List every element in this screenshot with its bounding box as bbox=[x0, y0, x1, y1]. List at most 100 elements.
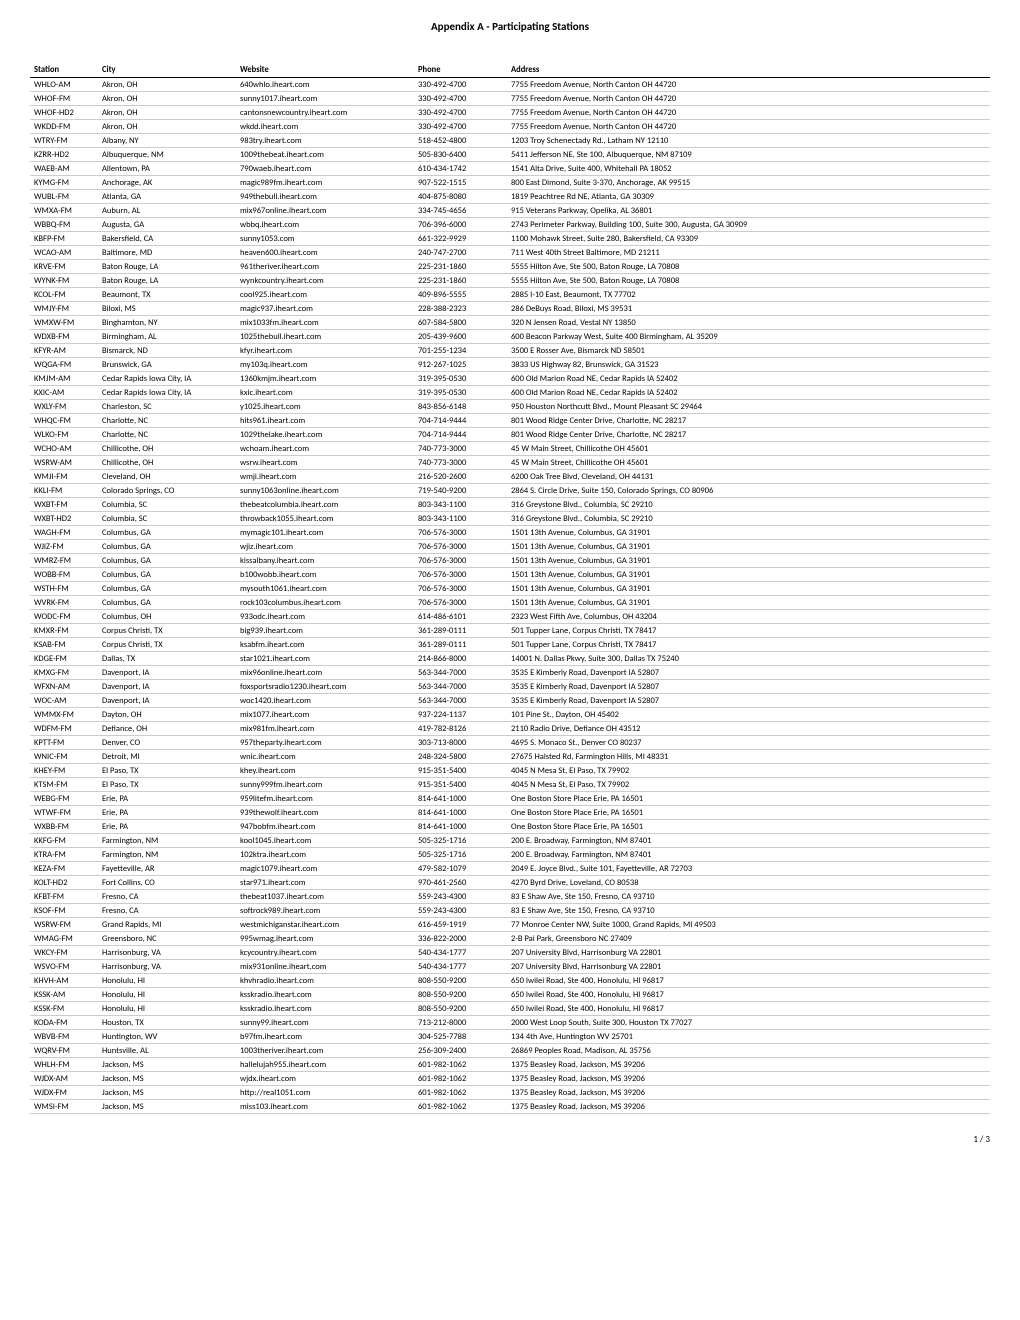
table-cell: 808-550-9200 bbox=[414, 988, 507, 1002]
table-cell: throwback1055.iheart.com bbox=[236, 512, 414, 526]
table-cell: 1501 13th Avenue, Columbus, GA 31901 bbox=[507, 596, 990, 610]
table-cell: KMJM-AM bbox=[30, 372, 98, 386]
table-cell: WDXB-FM bbox=[30, 330, 98, 344]
table-cell: Corpus Christi, TX bbox=[98, 624, 236, 638]
stations-table: Station City Website Phone Address WHLO-… bbox=[30, 63, 990, 1114]
table-cell: WQGA-FM bbox=[30, 358, 98, 372]
table-cell: 505-830-6400 bbox=[414, 148, 507, 162]
table-row: KSOF-FMFresno, CAsoftrock989.iheart.com5… bbox=[30, 904, 990, 918]
table-cell: http://real1051.com bbox=[236, 1086, 414, 1100]
table-row: WLKO-FMCharlotte, NC1029thelake.iheart.c… bbox=[30, 428, 990, 442]
table-cell: 933odc.iheart.com bbox=[236, 610, 414, 624]
table-row: KFBT-FMFresno, CAthebeat1037.iheart.com5… bbox=[30, 890, 990, 904]
table-cell: 995wmag.iheart.com bbox=[236, 932, 414, 946]
table-cell: 77 Monroe Center NW, Suite 1000, Grand R… bbox=[507, 918, 990, 932]
table-cell: 2-B Pai Park, Greensboro NC 27409 bbox=[507, 932, 990, 946]
table-cell: 915 Veterans Parkway, Opelika, AL 36801 bbox=[507, 204, 990, 218]
table-cell: mix1033fm.iheart.com bbox=[236, 316, 414, 330]
table-cell: Charlotte, NC bbox=[98, 428, 236, 442]
table-cell: heaven600.iheart.com bbox=[236, 246, 414, 260]
table-cell: WMMX-FM bbox=[30, 708, 98, 722]
table-cell: 361-289-0111 bbox=[414, 638, 507, 652]
col-header-phone: Phone bbox=[414, 63, 507, 78]
table-cell: Beaumont, TX bbox=[98, 288, 236, 302]
table-cell: 316 Greystone Blvd., Columbia, SC 29210 bbox=[507, 512, 990, 526]
table-row: WBVB-FMHuntington, WVb97fm.iheart.com304… bbox=[30, 1030, 990, 1044]
table-row: KXIC-AMCedar Rapids Iowa City, IAkxic.ih… bbox=[30, 386, 990, 400]
table-cell: 939thewolf.iheart.com bbox=[236, 806, 414, 820]
table-cell: KOLT-HD2 bbox=[30, 876, 98, 890]
table-cell: 701-255-1234 bbox=[414, 344, 507, 358]
table-row: WMXW-FMBinghamton, NYmix1033fm.iheart.co… bbox=[30, 316, 990, 330]
table-cell: 814-641-1000 bbox=[414, 806, 507, 820]
table-cell: WQRV-FM bbox=[30, 1044, 98, 1058]
table-row: WHQC-FMCharlotte, NChits961.iheart.com70… bbox=[30, 414, 990, 428]
table-cell: 3833 US Highway 82, Brunswick, GA 31523 bbox=[507, 358, 990, 372]
table-cell: El Paso, TX bbox=[98, 778, 236, 792]
table-row: WAEB-AMAllentown, PA790waeb.iheart.com61… bbox=[30, 162, 990, 176]
table-cell: 7755 Freedom Avenue, North Canton OH 447… bbox=[507, 92, 990, 106]
table-cell: Dayton, OH bbox=[98, 708, 236, 722]
table-cell: KYMG-FM bbox=[30, 176, 98, 190]
table-cell: mix981fm.iheart.com bbox=[236, 722, 414, 736]
table-cell: WUBL-FM bbox=[30, 190, 98, 204]
table-cell: 650 Iwilei Road, Ste 400, Honolulu, HI 9… bbox=[507, 1002, 990, 1016]
table-row: KSSK-FMHonolulu, HIksskradio.iheart.com8… bbox=[30, 1002, 990, 1016]
table-cell: Davenport, IA bbox=[98, 680, 236, 694]
table-row: KTRA-FMFarmington, NM102ktra.iheart.com5… bbox=[30, 848, 990, 862]
table-cell: Jackson, MS bbox=[98, 1072, 236, 1086]
table-cell: Binghamton, NY bbox=[98, 316, 236, 330]
table-cell: KSSK-AM bbox=[30, 988, 98, 1002]
table-cell: 2110 Radio Drive, Defiance OH 43512 bbox=[507, 722, 990, 736]
table-cell: KMXG-FM bbox=[30, 666, 98, 680]
table-cell: 2323 West Fifth Ave, Columbus, OH 43204 bbox=[507, 610, 990, 624]
table-cell: 409-896-5555 bbox=[414, 288, 507, 302]
table-cell: big939.iheart.com bbox=[236, 624, 414, 638]
table-row: KMXR-FMCorpus Christi, TXbig939.iheart.c… bbox=[30, 624, 990, 638]
table-cell: 706-396-6000 bbox=[414, 218, 507, 232]
table-cell: 706-576-3000 bbox=[414, 540, 507, 554]
table-row: KYMG-FMAnchorage, AKmagic989fm.iheart.co… bbox=[30, 176, 990, 190]
table-row: KSAB-FMCorpus Christi, TXksabfm.iheart.c… bbox=[30, 638, 990, 652]
table-cell: Cedar Rapids Iowa City, IA bbox=[98, 386, 236, 400]
table-cell: Erie, PA bbox=[98, 820, 236, 834]
table-cell: WHLO-AM bbox=[30, 78, 98, 92]
table-row: WTRY-FMAlbany, NY983try.iheart.com518-45… bbox=[30, 134, 990, 148]
table-cell: 937-224-1137 bbox=[414, 708, 507, 722]
table-row: KHVH-AMHonolulu, HIkhvhradio.iheart.com8… bbox=[30, 974, 990, 988]
table-cell: WCHO-AM bbox=[30, 442, 98, 456]
table-cell: KFBT-FM bbox=[30, 890, 98, 904]
table-cell: KHVH-AM bbox=[30, 974, 98, 988]
table-cell: 1375 Beasley Road, Jackson, MS 39206 bbox=[507, 1100, 990, 1114]
table-row: WDXB-FMBirmingham, AL1025thebull.iheart.… bbox=[30, 330, 990, 344]
table-cell: 563-344-7000 bbox=[414, 680, 507, 694]
table-cell: 563-344-7000 bbox=[414, 666, 507, 680]
table-row: KKLI-FMColorado Springs, COsunny1063onli… bbox=[30, 484, 990, 498]
table-cell: 1501 13th Avenue, Columbus, GA 31901 bbox=[507, 582, 990, 596]
table-cell: softrock989.iheart.com bbox=[236, 904, 414, 918]
table-cell: KFYR-AM bbox=[30, 344, 98, 358]
table-cell: WSRW-FM bbox=[30, 918, 98, 932]
table-cell: KBFP-FM bbox=[30, 232, 98, 246]
table-cell: sunny99.iheart.com bbox=[236, 1016, 414, 1030]
table-cell: 518-452-4800 bbox=[414, 134, 507, 148]
table-cell: mix931online.iheart.com bbox=[236, 960, 414, 974]
table-row: WSTH-FMColumbus, GAmysouth1061.iheart.co… bbox=[30, 582, 990, 596]
table-cell: 983try.iheart.com bbox=[236, 134, 414, 148]
table-cell: 706-576-3000 bbox=[414, 568, 507, 582]
table-cell: ksskradio.iheart.com bbox=[236, 988, 414, 1002]
table-row: WXLY-FMCharleston, SCy1025.iheart.com843… bbox=[30, 400, 990, 414]
table-row: WHOF-HD2Akron, OHcantonsnewcountry.ihear… bbox=[30, 106, 990, 120]
table-cell: Baton Rouge, LA bbox=[98, 260, 236, 274]
table-cell: Dallas, TX bbox=[98, 652, 236, 666]
table-cell: magic1079.iheart.com bbox=[236, 862, 414, 876]
table-cell: WYNK-FM bbox=[30, 274, 98, 288]
table-row: KPTT-FMDenver, CO957theparty.iheart.com3… bbox=[30, 736, 990, 750]
table-cell: Fresno, CA bbox=[98, 890, 236, 904]
table-cell: Farmington, NM bbox=[98, 848, 236, 862]
table-cell: 801 Wood Ridge Center Drive, Charlotte, … bbox=[507, 428, 990, 442]
table-cell: 740-773-3000 bbox=[414, 442, 507, 456]
table-cell: KSAB-FM bbox=[30, 638, 98, 652]
table-cell: KTSM-FM bbox=[30, 778, 98, 792]
table-row: WNIC-FMDetroit, MIwnic.iheart.com248-324… bbox=[30, 750, 990, 764]
